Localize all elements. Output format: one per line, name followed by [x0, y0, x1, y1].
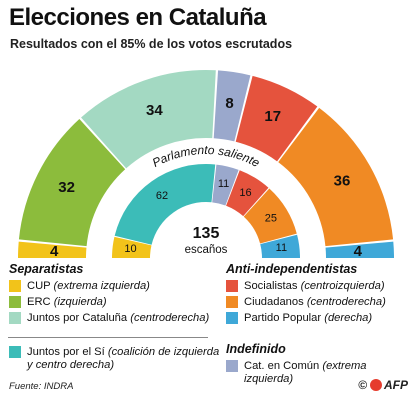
inner-segment-cup [112, 236, 152, 258]
legend-separatistas: Separatistas CUP (extrema izquierda) ERC … [9, 262, 214, 328]
legend-swatch [9, 296, 21, 308]
legend-item-cup: CUP (extrema izquierda) [9, 280, 214, 293]
legend-swatch [226, 312, 238, 324]
legend-heading-indefinido: Indefinido [226, 342, 286, 356]
inner-label-juntos-por-el-s: 62 [156, 190, 168, 202]
legend-indefinido: Indefinido Cat. en Común (extrema izquie… [226, 342, 416, 389]
outer-segment-partido-popular [325, 241, 394, 258]
copyright-symbol: © [358, 378, 367, 392]
legend-divider [8, 337, 208, 338]
legend-swatch [226, 296, 238, 308]
outer-label-erc: 32 [58, 179, 75, 196]
legend-item-ciudadanos: Ciudadanos (centroderecha) [226, 296, 416, 309]
legend-item-note: (extrema izquierda) [53, 280, 150, 292]
legend-item-note: (centroizquierda) [300, 280, 385, 292]
afp-logo: © AFP [358, 378, 408, 392]
inner-segment-juntos-por-el-s [114, 164, 216, 245]
legend-swatch [9, 312, 21, 324]
outer-segment-erc [18, 119, 126, 247]
legend-item-juntos-por-catalu-a: Juntos por Cataluña (centroderecha) [9, 312, 214, 325]
legend-item-cat-en-com-n: Cat. en Común (extrema izquierda) [226, 360, 416, 386]
legend-swatch [9, 280, 21, 292]
source-note: Fuente: INDRA [9, 381, 74, 392]
legend-item-name: CUP [27, 280, 51, 292]
legend-item-note: (centroderecha) [306, 296, 386, 308]
outer-segment-cat-en-com-n [213, 70, 251, 142]
inner-segment-ciudadanos [243, 188, 297, 244]
legend-item-name: Cat. en Común [244, 360, 320, 372]
chart-subtitle: Resultados con el 85% de los votos escru… [10, 37, 293, 51]
inner-segment-socialistas [226, 170, 269, 217]
outer-label-cup: 4 [50, 243, 59, 260]
outer-segment-socialistas [235, 75, 318, 162]
seats-caption: escaños [185, 244, 228, 256]
legend-item-note: (derecha) [324, 312, 373, 324]
legend-heading-anti: Anti-independentistas [226, 262, 358, 276]
legend-item-note: (coalición de izquierda y centro derecha… [27, 346, 220, 371]
legend-item-name: Socialistas [244, 280, 298, 292]
inner-label-ciudadanos: 25 [265, 212, 277, 224]
outer-ring [18, 70, 394, 258]
legend-item-juntos-por-el-si: Juntos por el Sí (coalición de izquierda… [9, 346, 224, 372]
legend-juntos-si: Juntos por el Sí (coalición de izquierda… [9, 346, 224, 375]
inner-label-socialistas: 16 [239, 187, 251, 199]
inner-label-cat-en-com-n: 11 [218, 178, 229, 190]
seats-total: 135 [193, 225, 220, 242]
legend-item-socialistas: Socialistas (centroizquierda) [226, 280, 416, 293]
outer-label-partido-popular: 4 [354, 243, 363, 260]
ring-labels: 4 32 34 8 17 36 4 10 62 11 16 25 11 [50, 95, 363, 260]
outer-label-socialistas: 17 [264, 108, 281, 125]
legend-item-name: Ciudadanos [244, 296, 304, 308]
legend-swatch [226, 280, 238, 292]
legend-swatch [226, 360, 238, 372]
legend-item-name: ERC [27, 296, 51, 308]
legend-anti-independentistas: Anti-independentistas Socialistas (centr… [226, 262, 416, 328]
legend-item-note: (izquierda) [53, 296, 107, 308]
legend-item-partido-popular: Partido Popular (derecha) [226, 312, 416, 325]
legend-heading-separatistas: Separatistas [9, 262, 84, 276]
legend-item-note: (centroderecha) [130, 312, 210, 324]
afp-logo-icon [370, 379, 382, 391]
outer-segment-cup [18, 241, 87, 258]
legend-item-name: Juntos por el Sí [27, 346, 105, 358]
inner-ring [112, 164, 300, 258]
legend-item-name: Juntos por Cataluña [27, 312, 128, 324]
outer-label-cat-en-com-n: 8 [225, 95, 233, 112]
chart-title: Elecciones en Cataluña [9, 4, 267, 31]
outer-segment-ciudadanos [278, 107, 394, 247]
inner-label-partido-popular: 11 [276, 242, 287, 254]
outer-label-juntos-por-catalu-a: 34 [146, 102, 163, 119]
outer-segment-juntos-por-catalu-a [81, 70, 216, 169]
legend-item-name: Partido Popular [244, 312, 322, 324]
afp-credit: AFP [384, 378, 408, 392]
legend-item-note: (extrema izquierda) [244, 360, 367, 385]
outer-label-ciudadanos: 36 [334, 173, 351, 190]
inner-segment-partido-popular [260, 234, 300, 258]
legend-item-erc: ERC (izquierda) [9, 296, 214, 309]
inner-label-cup: 10 [124, 243, 136, 255]
inner-segment-cat-en-com-n [212, 164, 239, 206]
legend-swatch [9, 346, 21, 358]
